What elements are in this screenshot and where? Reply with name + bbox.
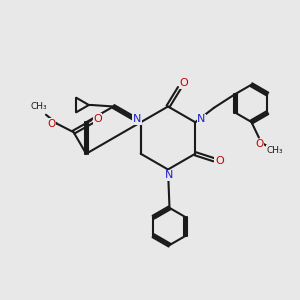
Text: N: N [164, 170, 173, 181]
Text: O: O [256, 139, 264, 149]
Text: CH₃: CH₃ [31, 101, 47, 110]
Text: O: O [215, 156, 224, 166]
Text: O: O [47, 119, 56, 129]
Text: CH₃: CH₃ [266, 146, 283, 154]
Text: O: O [179, 78, 188, 88]
Text: N: N [197, 114, 206, 124]
Text: O: O [93, 114, 102, 124]
Text: N: N [133, 114, 141, 124]
